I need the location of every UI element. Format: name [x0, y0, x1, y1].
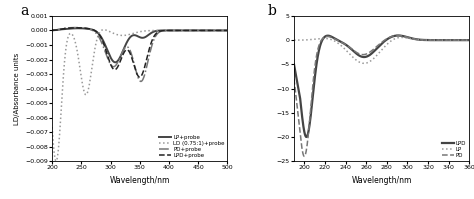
PD+probe	[73, 26, 78, 29]
LD (0.75:1)+probe	[60, 79, 66, 81]
PD+probe	[60, 27, 66, 30]
PD	[322, 36, 328, 38]
LP+probe	[112, 61, 118, 63]
Line: LD (0.75:1)+probe: LD (0.75:1)+probe	[52, 30, 228, 161]
Legend: LPD, LP, PD: LPD, LP, PD	[442, 141, 466, 158]
LD (0.75:1)+probe	[152, 29, 157, 32]
LPD	[291, 63, 297, 65]
LPD+probe	[152, 35, 157, 37]
LP	[424, 39, 429, 41]
LPD	[466, 39, 472, 41]
PD	[337, 40, 342, 42]
LP+probe	[182, 29, 188, 32]
LD (0.75:1)+probe	[156, 29, 162, 32]
LPD+probe	[60, 28, 66, 30]
PD	[395, 34, 401, 37]
PD+probe	[49, 29, 55, 32]
LPD+probe	[201, 29, 206, 32]
LP+probe	[161, 29, 167, 32]
LPD+probe	[49, 29, 55, 32]
PD+probe	[201, 29, 206, 32]
LPD+probe	[156, 30, 162, 33]
LPD	[371, 51, 376, 53]
Line: LP: LP	[294, 37, 469, 63]
LPD	[395, 34, 401, 37]
LP+probe	[152, 30, 157, 33]
LP	[409, 38, 414, 40]
Line: LPD: LPD	[294, 35, 469, 137]
LD (0.75:1)+probe	[101, 28, 107, 31]
LP	[361, 62, 367, 64]
LPD+probe	[137, 76, 143, 78]
LP	[466, 39, 472, 41]
LP+probe	[156, 29, 162, 32]
Line: PD+probe: PD+probe	[52, 27, 228, 81]
PD+probe	[138, 80, 144, 83]
LD (0.75:1)+probe	[161, 29, 167, 32]
LPD+probe	[161, 29, 167, 32]
X-axis label: Wavelength/nm: Wavelength/nm	[109, 176, 170, 185]
X-axis label: Wavelength/nm: Wavelength/nm	[351, 176, 412, 185]
LP	[371, 57, 376, 60]
LP	[322, 37, 328, 40]
LPD	[337, 40, 342, 42]
Y-axis label: LD/Absorbance units: LD/Absorbance units	[14, 52, 19, 125]
PD+probe	[152, 37, 157, 40]
LPD+probe	[74, 27, 80, 29]
LPD+probe	[182, 29, 188, 32]
PD	[371, 48, 376, 50]
LD (0.75:1)+probe	[225, 29, 230, 32]
PD	[395, 34, 401, 37]
LP	[395, 37, 401, 39]
LP+probe	[76, 27, 82, 29]
Text: b: b	[268, 4, 277, 18]
PD+probe	[156, 31, 162, 33]
PD+probe	[182, 29, 188, 32]
LD (0.75:1)+probe	[49, 126, 55, 128]
LD (0.75:1)+probe	[201, 29, 206, 32]
Text: a: a	[20, 4, 29, 18]
PD	[301, 155, 307, 158]
LD (0.75:1)+probe	[53, 160, 59, 162]
PD+probe	[161, 29, 167, 32]
Line: LPD+probe: LPD+probe	[52, 28, 228, 77]
LP	[399, 36, 404, 39]
LP+probe	[60, 28, 66, 30]
Legend: LP+probe, LD (0.75:1)+probe, PD+probe, LPD+probe: LP+probe, LD (0.75:1)+probe, PD+probe, L…	[159, 135, 225, 158]
LP	[291, 39, 297, 41]
PD	[291, 78, 297, 80]
LP	[336, 43, 342, 45]
PD	[424, 39, 429, 41]
LP+probe	[201, 29, 206, 32]
PD	[466, 39, 472, 41]
LP+probe	[225, 29, 230, 32]
LPD+probe	[225, 29, 230, 32]
Line: LP+probe: LP+probe	[52, 28, 228, 62]
LPD	[409, 37, 414, 40]
LPD	[395, 34, 401, 37]
LD (0.75:1)+probe	[182, 29, 188, 32]
PD	[409, 37, 414, 40]
LPD	[303, 136, 309, 138]
LPD	[424, 39, 429, 41]
LP+probe	[49, 29, 55, 31]
LPD	[322, 35, 328, 38]
PD+probe	[225, 29, 230, 32]
Line: PD: PD	[294, 35, 469, 156]
